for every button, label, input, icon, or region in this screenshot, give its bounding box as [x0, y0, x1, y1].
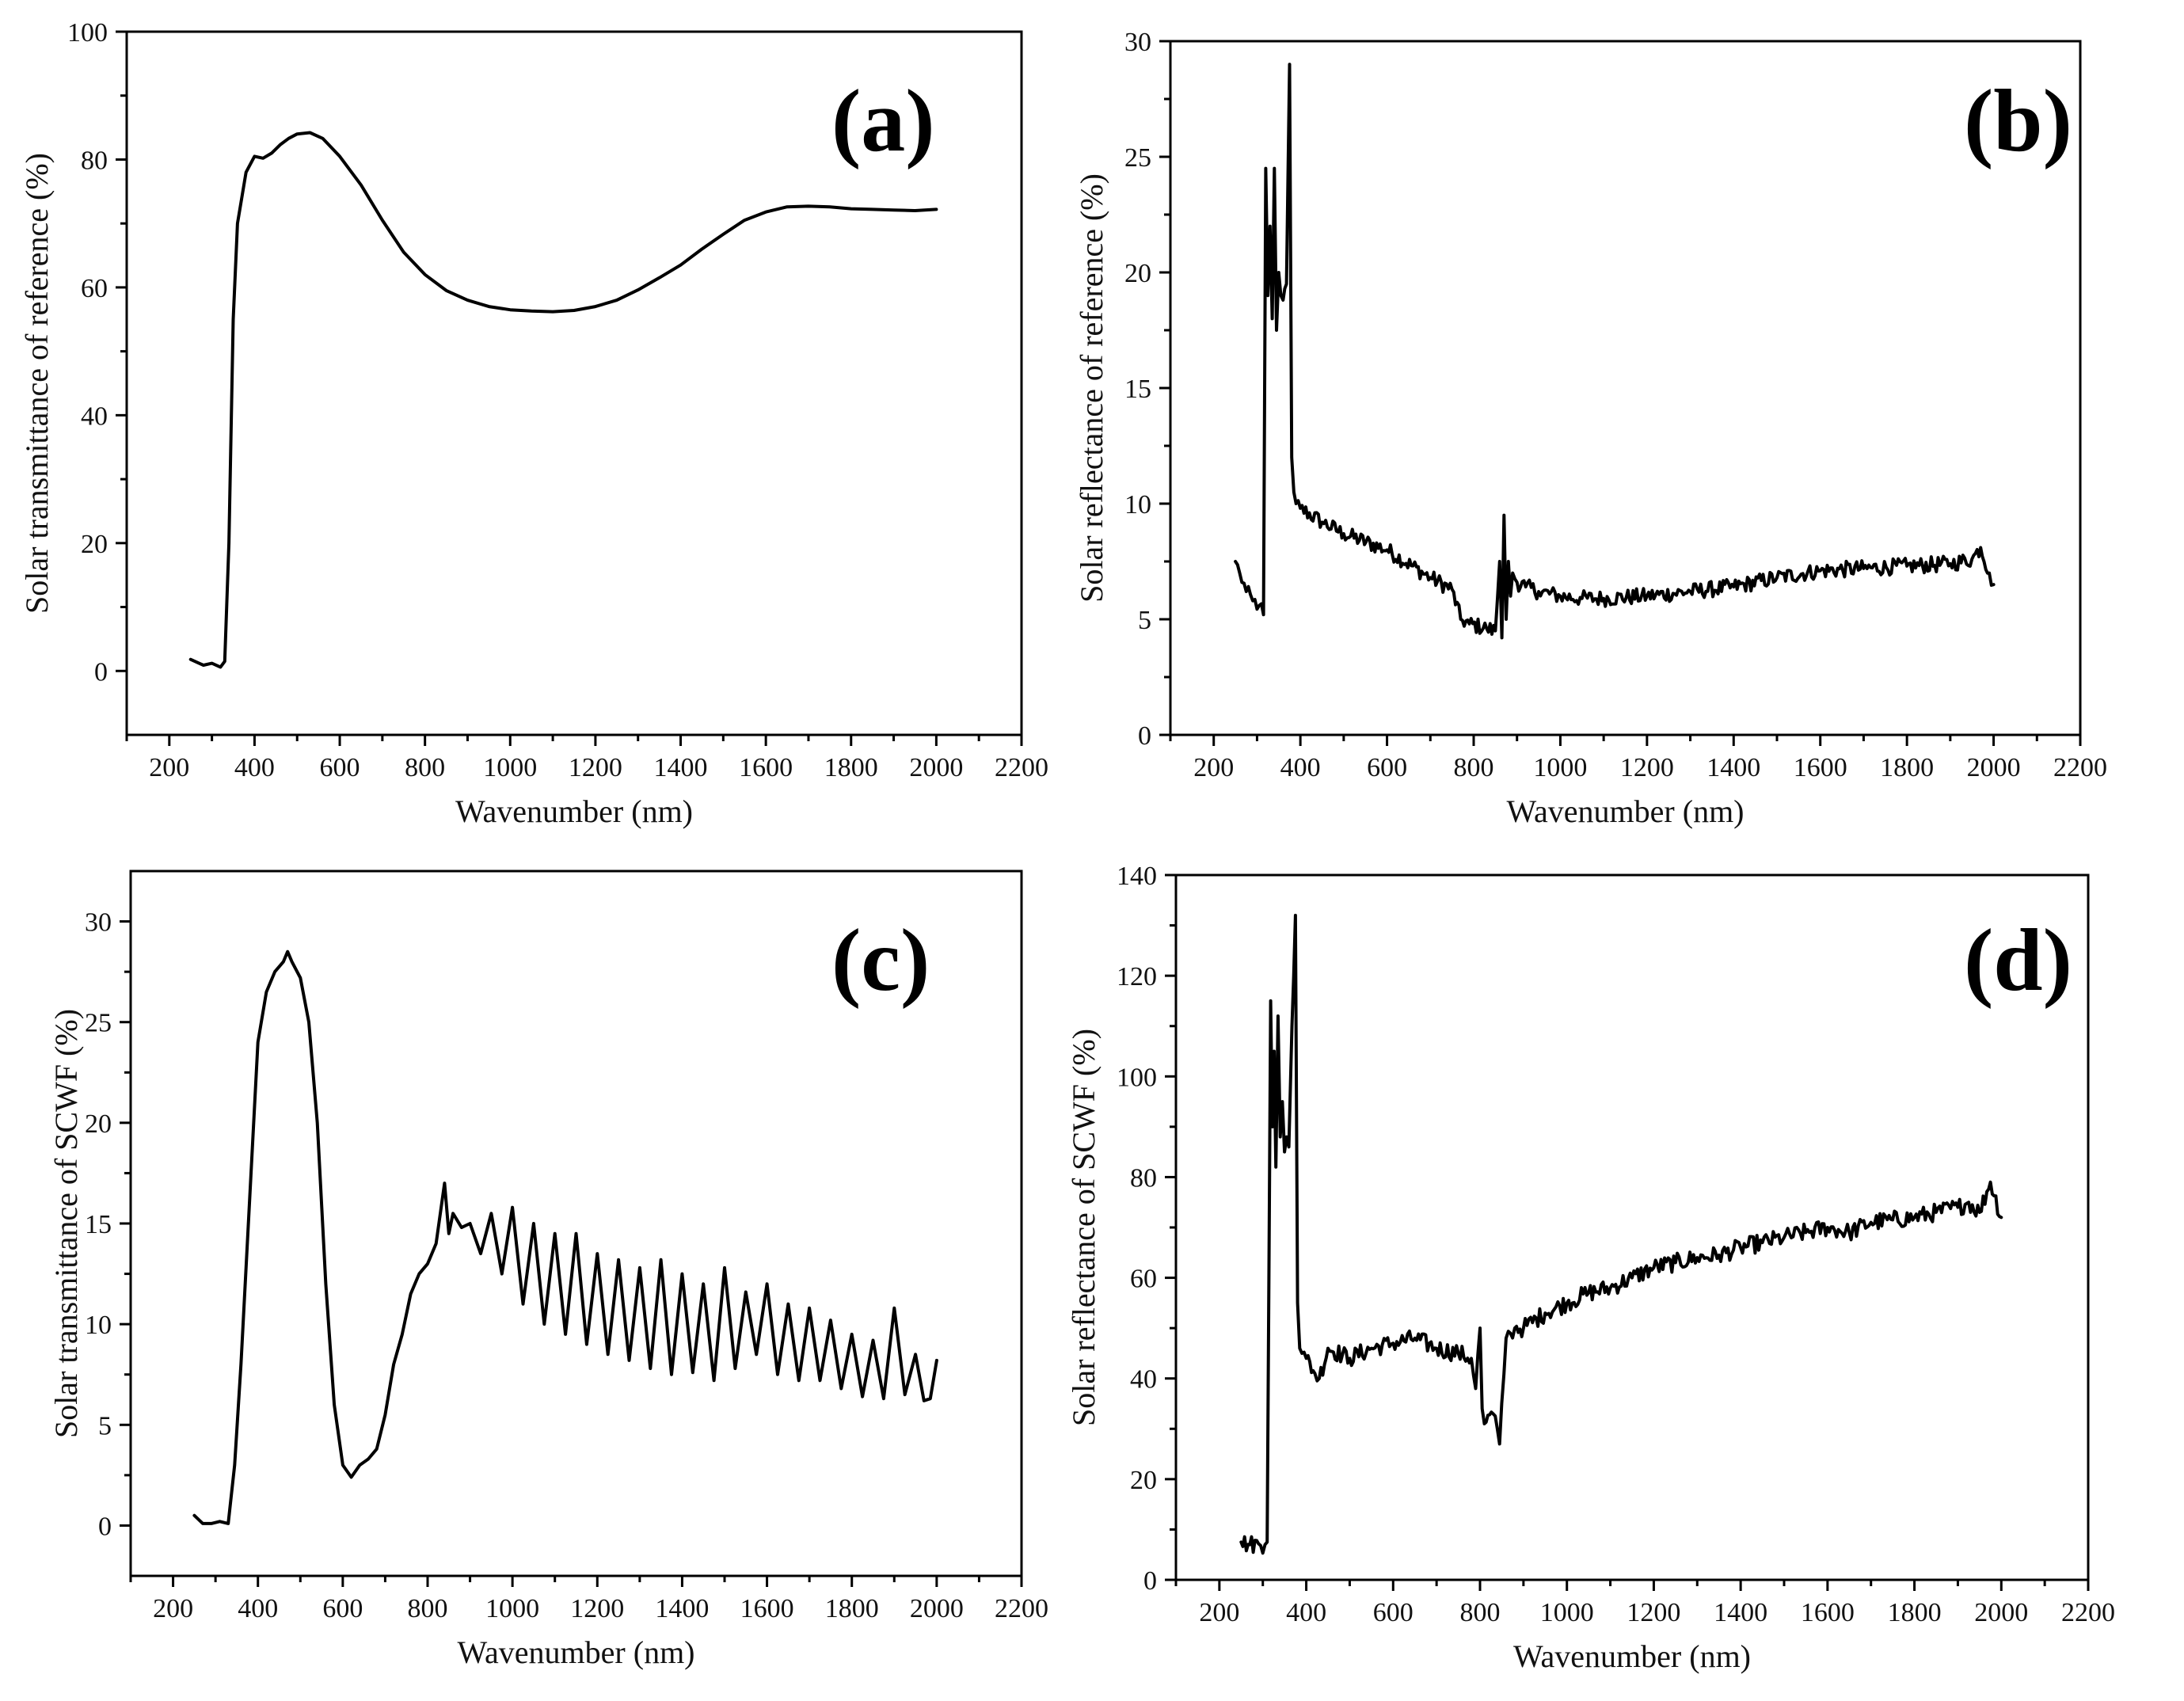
x-tick-label: 800 [405, 753, 445, 782]
x-tick-label: 1000 [483, 753, 537, 782]
x-tick-label: 1400 [1714, 1598, 1767, 1627]
series-line [1239, 913, 2003, 1555]
x-tick-label: 800 [1454, 753, 1494, 782]
x-tick-label: 1200 [570, 1594, 624, 1623]
x-tick-label: 1800 [1880, 753, 1934, 782]
x-tick-label: 1600 [739, 753, 793, 782]
y-axis-title: Solar transmittance of reference (%) [19, 153, 55, 614]
x-tick-label: 1000 [1533, 753, 1587, 782]
plot-frame [1174, 873, 2090, 1581]
y-tick-label: 0 [1143, 1566, 1157, 1596]
x-tick-label: 1600 [1801, 1598, 1855, 1627]
x-tick-label: 1400 [655, 1594, 709, 1623]
x-tick-label: 1200 [1627, 1598, 1680, 1627]
y-tick-label: 140 [1117, 862, 1157, 891]
tick-group: 200 400 600 800 1000 1200 1400 1600 1800 2000 2200… [85, 908, 1048, 1623]
y-axis-title: Solar transmittance of SCWF (%) [48, 1009, 84, 1438]
y-tick-label: 80 [81, 146, 108, 175]
y-tick-label: 30 [85, 908, 112, 938]
x-tick-label: 200 [1199, 1598, 1239, 1627]
x-tick-label: 200 [1193, 753, 1234, 782]
series-line [188, 131, 938, 669]
x-tick-label: 200 [153, 1594, 193, 1623]
x-tick-label: 1200 [569, 753, 622, 782]
x-tick-label: 400 [238, 1594, 278, 1623]
x-tick-label: 200 [149, 753, 189, 782]
panel-label: (a) [831, 72, 935, 170]
y-tick-label: 100 [67, 18, 108, 48]
y-tick-label: 30 [1124, 28, 1151, 57]
x-tick-label: 400 [1286, 1598, 1326, 1627]
y-axis-title: Solar reflectance of reference (%) [1074, 173, 1109, 603]
x-tick-label: 400 [1280, 753, 1321, 782]
plot-frame [1169, 40, 2082, 736]
x-tick-label: 2000 [1974, 1598, 2028, 1627]
panel-label: (b) [1964, 72, 2072, 170]
x-tick-label: 2000 [909, 753, 963, 782]
y-tick-label: 40 [1130, 1365, 1157, 1395]
y-tick-label: 5 [1138, 606, 1151, 635]
x-tick-label: 600 [1367, 753, 1407, 782]
y-tick-label: 0 [94, 657, 108, 687]
panel-label: (c) [831, 911, 930, 1010]
x-tick-label: 2000 [1967, 753, 2021, 782]
x-tick-label: 1200 [1620, 753, 1674, 782]
x-tick-label: 1600 [740, 1594, 794, 1623]
chart-panel-d: 200 400 600 800 1000 1200 1400 1600 1800 2000 2200… [1066, 862, 2115, 1674]
y-tick-label: 60 [1130, 1265, 1157, 1294]
chart-panel-c: 200 400 600 800 1000 1200 1400 1600 1800 2000 2200… [48, 870, 1048, 1670]
x-tick-label: 1400 [654, 753, 708, 782]
x-tick-label: 2000 [910, 1594, 964, 1623]
y-tick-label: 0 [98, 1512, 112, 1541]
y-tick-label: 100 [1117, 1063, 1157, 1092]
x-tick-label: 2200 [995, 753, 1048, 782]
y-tick-label: 10 [85, 1311, 112, 1340]
y-tick-label: 80 [1130, 1163, 1157, 1193]
y-tick-label: 15 [85, 1210, 112, 1239]
x-axis-title: Wavenumber (nm) [458, 1634, 695, 1670]
y-tick-label: 25 [85, 1009, 112, 1038]
x-tick-label: 2200 [2061, 1598, 2115, 1627]
y-tick-label: 120 [1117, 962, 1157, 991]
x-tick-label: 600 [320, 753, 360, 782]
x-tick-label: 600 [1373, 1598, 1414, 1627]
x-tick-label: 1000 [485, 1594, 539, 1623]
y-tick-label: 20 [85, 1109, 112, 1139]
x-tick-label: 1600 [1794, 753, 1847, 782]
y-tick-label: 15 [1124, 375, 1151, 404]
tick-group: 200 400 600 800 1000 1200 1400 1600 1800 2000 2200… [1117, 862, 2115, 1627]
series-line [1234, 63, 1996, 640]
x-tick-label: 2200 [2053, 753, 2107, 782]
x-tick-label: 1000 [1540, 1598, 1594, 1627]
y-tick-label: 0 [1138, 721, 1151, 751]
y-tick-label: 60 [81, 274, 108, 303]
y-tick-label: 25 [1124, 143, 1151, 173]
x-axis-title: Wavenumber (nm) [1507, 793, 1745, 829]
tick-group: 200 400 600 800 1000 1200 1400 1600 1800 2000 2200… [1124, 28, 2107, 782]
x-axis-title: Wavenumber (nm) [455, 793, 693, 829]
plot-frame [125, 30, 1023, 736]
x-tick-label: 600 [322, 1594, 363, 1623]
y-tick-label: 20 [1130, 1466, 1157, 1495]
y-tick-label: 20 [1124, 259, 1151, 288]
x-tick-label: 800 [1460, 1598, 1501, 1627]
chart-panel-b: 200 400 600 800 1000 1200 1400 1600 1800 2000 2200… [1074, 28, 2107, 829]
tick-group: 200 400 600 800 1000 1200 1400 1600 1800 2000 2200… [67, 18, 1048, 782]
y-tick-label: 10 [1124, 490, 1151, 519]
x-tick-label: 400 [234, 753, 275, 782]
y-tick-label: 20 [81, 530, 108, 559]
x-tick-label: 2200 [995, 1594, 1048, 1623]
x-tick-label: 800 [408, 1594, 448, 1623]
series-line [192, 949, 938, 1525]
y-tick-label: 40 [81, 401, 108, 431]
x-tick-label: 1400 [1706, 753, 1760, 782]
x-axis-title: Wavenumber (nm) [1513, 1638, 1751, 1674]
x-tick-label: 1800 [824, 753, 878, 782]
y-axis-title: Solar reflectance of SCWF (%) [1066, 1029, 1102, 1426]
x-tick-label: 1800 [825, 1594, 879, 1623]
y-tick-label: 5 [98, 1411, 112, 1440]
chart-panel-a: 200 400 600 800 1000 1200 1400 1600 1800 2000 2200… [19, 18, 1048, 829]
panel-label: (d) [1964, 911, 2072, 1010]
x-tick-label: 1800 [1888, 1598, 1942, 1627]
